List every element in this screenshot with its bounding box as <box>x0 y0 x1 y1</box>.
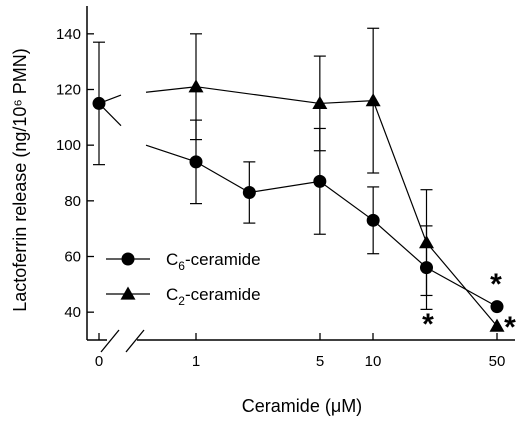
data-point-c6 <box>366 213 380 227</box>
significance-asterisk: * <box>422 308 434 341</box>
x-tick-label: 10 <box>365 353 382 370</box>
data-point-c6 <box>242 185 256 199</box>
series-line-c2 <box>145 86 197 93</box>
y-tick-label: 80 <box>64 193 81 210</box>
y-tick-label: 140 <box>56 26 81 43</box>
data-point-c6 <box>189 155 203 169</box>
significance-asterisk: * <box>490 268 502 301</box>
legend-label: C2-ceramide <box>166 285 261 308</box>
data-point-c6 <box>313 174 327 188</box>
y-tick-label: 40 <box>64 304 81 321</box>
data-point-c2 <box>489 318 505 332</box>
x-tick-label: 50 <box>489 353 506 370</box>
x-tick-label: 5 <box>316 353 324 370</box>
series-line-c6 <box>195 161 498 308</box>
y-tick-label: 60 <box>64 249 81 266</box>
data-point-control <box>92 96 106 110</box>
legend-label: C6-ceramide <box>166 250 261 273</box>
y-tick-label: 100 <box>56 137 81 154</box>
data-point-c2 <box>312 95 328 110</box>
data-point-c2 <box>365 93 381 107</box>
axis-break-mark <box>125 329 145 353</box>
data-point-c2 <box>418 235 434 249</box>
x-tick-label: 0 <box>95 353 103 370</box>
x-axis-title: Ceramide (μM) <box>242 396 362 416</box>
x-tick-label: 1 <box>192 353 200 370</box>
axis-break-mark <box>100 329 120 353</box>
y-axis-title: Lactoferrin release (ng/10⁶ PMN) <box>10 48 30 312</box>
y-tick-label: 120 <box>56 82 81 99</box>
significance-asterisk: * <box>504 311 516 344</box>
data-point-c6 <box>490 300 504 314</box>
legend-marker-triangle <box>120 286 136 300</box>
series-line-c6 <box>145 144 197 163</box>
legend-marker-circle <box>121 252 135 266</box>
data-point-c2 <box>188 79 204 93</box>
